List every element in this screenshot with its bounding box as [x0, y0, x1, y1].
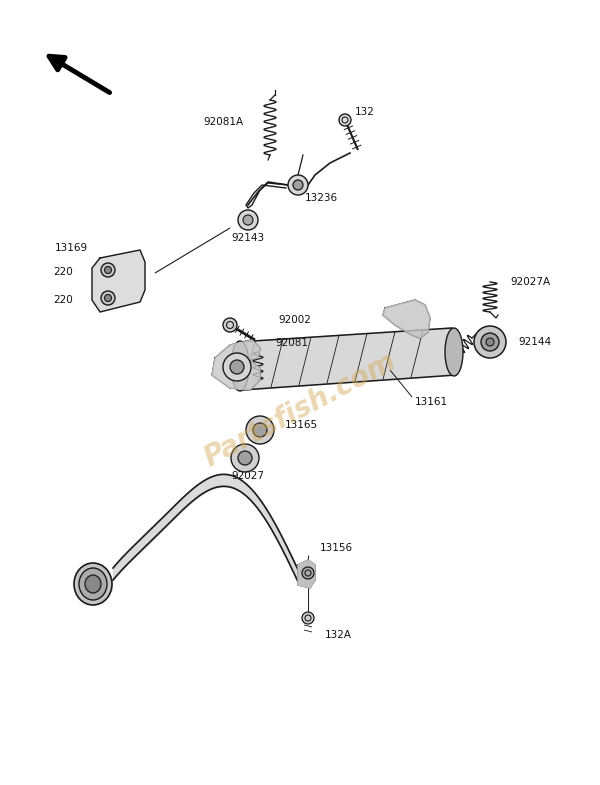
Polygon shape	[383, 300, 430, 338]
Circle shape	[293, 180, 303, 190]
Circle shape	[230, 360, 244, 374]
Circle shape	[223, 353, 251, 381]
Polygon shape	[238, 328, 456, 390]
Text: 132A: 132A	[325, 630, 352, 640]
Circle shape	[101, 263, 115, 277]
Circle shape	[104, 294, 112, 301]
Circle shape	[104, 266, 112, 273]
Polygon shape	[212, 340, 260, 390]
Ellipse shape	[79, 568, 107, 600]
Circle shape	[339, 114, 351, 126]
Ellipse shape	[74, 563, 112, 605]
Circle shape	[238, 210, 258, 230]
Text: 92027: 92027	[232, 471, 265, 481]
Circle shape	[101, 291, 115, 305]
Text: Partsfish.com: Partsfish.com	[199, 348, 401, 473]
Text: 220: 220	[53, 267, 73, 277]
Text: 132: 132	[355, 107, 375, 117]
Circle shape	[253, 423, 267, 437]
Text: 92081: 92081	[275, 338, 308, 348]
Circle shape	[223, 318, 237, 332]
Text: 92143: 92143	[232, 233, 265, 243]
Circle shape	[302, 612, 314, 624]
Ellipse shape	[445, 328, 463, 376]
Circle shape	[246, 416, 274, 444]
Text: 92002: 92002	[278, 315, 311, 325]
Ellipse shape	[231, 341, 249, 391]
Text: 92081A: 92081A	[204, 117, 244, 127]
Text: 13161: 13161	[415, 397, 448, 407]
Text: 220: 220	[53, 295, 73, 305]
Polygon shape	[92, 250, 145, 312]
Ellipse shape	[486, 338, 494, 346]
Text: 13236: 13236	[305, 193, 338, 203]
Text: 13165: 13165	[285, 420, 318, 430]
Circle shape	[243, 215, 253, 225]
Polygon shape	[75, 578, 112, 592]
Circle shape	[288, 175, 308, 195]
Text: 13156: 13156	[320, 543, 353, 553]
Text: 92027A: 92027A	[510, 277, 550, 287]
Polygon shape	[298, 560, 315, 588]
Ellipse shape	[481, 333, 499, 351]
Circle shape	[302, 567, 314, 579]
Circle shape	[231, 444, 259, 472]
Circle shape	[238, 451, 252, 465]
Text: 92144: 92144	[518, 337, 551, 347]
Ellipse shape	[85, 575, 101, 593]
Text: 13169: 13169	[55, 243, 88, 253]
Ellipse shape	[474, 326, 506, 358]
